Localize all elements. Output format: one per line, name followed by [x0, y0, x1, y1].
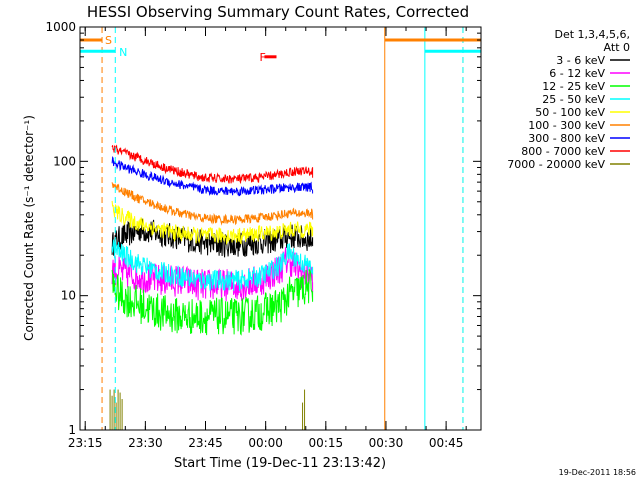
legend-entry-label: 7000 - 20000 keV [507, 158, 605, 171]
legend-entry-label: 800 - 7000 keV [521, 145, 605, 158]
x-tick-label: 23:30 [128, 436, 163, 450]
legend-entry-label: 6 - 12 keV [549, 67, 605, 80]
series-line [111, 269, 314, 336]
series-line [111, 144, 314, 185]
legend-entry-label: 50 - 100 keV [535, 106, 605, 119]
series-100-300kev [111, 182, 314, 226]
annotation-f: F [259, 51, 265, 64]
x-tick-label: 00:30 [369, 436, 404, 450]
annotation-n: N [119, 46, 127, 59]
series-7000-20000kev [109, 389, 306, 430]
legend-entry-label: 3 - 6 keV [556, 54, 605, 67]
y-tick-label: 10 [61, 289, 76, 303]
axis-layer: 1 10 100 1000 23:15 23:30 23:45 00:00 00:15 00:30… [45, 20, 481, 450]
series-300-800kev [111, 156, 314, 197]
legend-entry-label: 25 - 50 keV [542, 93, 605, 106]
series-line [111, 182, 314, 226]
series-line [111, 239, 314, 291]
series-line [111, 200, 314, 246]
x-tick-label: 00:45 [429, 436, 464, 450]
annotation-s: S [105, 34, 112, 47]
legend-header-line: Att 0 [604, 41, 630, 54]
series-line [111, 156, 314, 197]
chart-title: HESSI Observing Summary Count Rates, Cor… [87, 3, 469, 21]
series-50-100kev [111, 200, 314, 246]
series-25-50kev [111, 239, 314, 291]
y-axis-label: Corrected Count Rate (s⁻¹ detector⁻¹) [22, 115, 36, 341]
marker-layer: SN F [79, 27, 481, 430]
x-tick-label: 23:15 [68, 436, 103, 450]
plot-frame [79, 26, 482, 431]
series-layer [109, 144, 314, 430]
x-tick-label: 23:45 [188, 436, 223, 450]
y-tick-label: 1000 [45, 20, 76, 34]
y-tick-label: 1 [68, 423, 76, 437]
y-tick-label: 100 [53, 154, 76, 168]
x-axis-label: Start Time (19-Dec-11 23:13:42) [174, 456, 386, 471]
legend-entry-label: 300 - 800 keV [528, 132, 605, 145]
legend-header-line: Det 1,3,4,5,6, [554, 28, 630, 41]
legend-entry-label: 12 - 25 keV [542, 80, 605, 93]
x-tick-label: 00:00 [248, 436, 283, 450]
series-12-25kev [111, 269, 314, 336]
date-stamp: 19-Dec-2011 18:56 [559, 468, 636, 477]
series-800-7000kev [111, 144, 314, 185]
legend-entry-label: 100 - 300 keV [528, 119, 605, 132]
x-tick-label: 00:15 [309, 436, 344, 450]
